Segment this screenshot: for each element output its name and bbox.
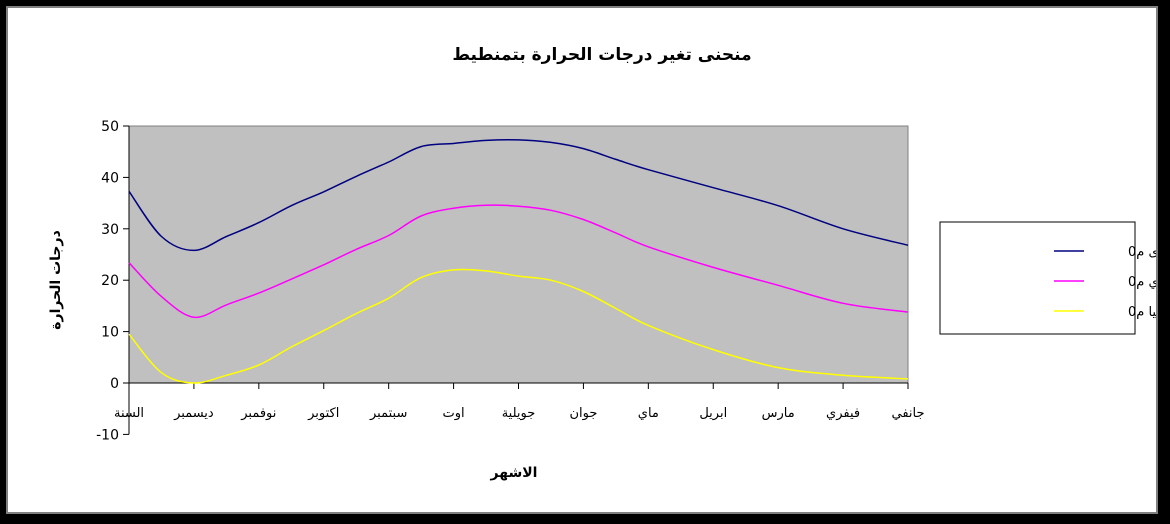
legend-label-3: الحرارة الدنيا م0 — [1128, 305, 1156, 320]
y-tick-label: 30 — [101, 222, 119, 238]
x-tick-label: ابريل — [699, 406, 727, 421]
y-tick-label: -10 — [96, 427, 119, 443]
y-tick-label: 20 — [101, 273, 119, 289]
x-tick-label: جوان — [569, 406, 597, 421]
series-line-3 — [128, 268, 909, 384]
x-tick-label: ديسمبر — [173, 406, 214, 421]
plot-area — [128, 125, 909, 384]
x-tick-label: اكتوبر — [307, 406, 339, 421]
x-tick-label: فيفري — [826, 406, 860, 421]
y-tick-label: 0 — [110, 376, 119, 392]
x-axis: جانفي فيفري مارس ابريل ماي جوان جويلية اوت سبتمب… — [114, 382, 925, 421]
x-tick-label: مارس — [762, 406, 795, 421]
x-tick-label: السنة — [114, 406, 144, 421]
x-axis-label: الاشهر — [490, 465, 538, 481]
series-layer — [128, 138, 909, 384]
chart-title: منحنى تغير درجات الحرارة بتمنطيط — [452, 45, 751, 65]
x-tick-label: سبتمبر — [369, 406, 407, 421]
y-axis-label: درجات الحرارة — [48, 230, 64, 330]
series-line-2 — [128, 204, 909, 318]
legend-label-1: الحرارة القصوى م0 — [1128, 245, 1156, 260]
x-tick-label: ماي — [638, 406, 659, 421]
legend: الحرارة القصوى م0 المتوسط الحراري م0 الحرا… — [939, 221, 1156, 335]
x-tick-label: جانفي — [891, 406, 924, 421]
y-axis: -10 0 10 20 30 40 50 — [96, 119, 130, 443]
series-line-1 — [128, 138, 909, 252]
line-chart: منحنى تغير درجات الحرارة بتمنطيط -10 0 10 2… — [48, 45, 1156, 481]
y-tick-label: 50 — [101, 119, 119, 135]
x-tick-label: اوت — [443, 406, 465, 421]
legend-box — [939, 221, 1136, 335]
y-tick-label: 40 — [101, 170, 119, 186]
chart-frame: منحنى تغير درجات الحرارة بتمنطيط -10 0 10 2… — [6, 6, 1158, 514]
x-tick-label: نوفمبر — [240, 406, 276, 421]
x-tick-label: جويلية — [502, 406, 536, 421]
y-tick-label: 10 — [101, 325, 119, 341]
legend-label-2: المتوسط الحراري م0 — [1128, 275, 1156, 290]
